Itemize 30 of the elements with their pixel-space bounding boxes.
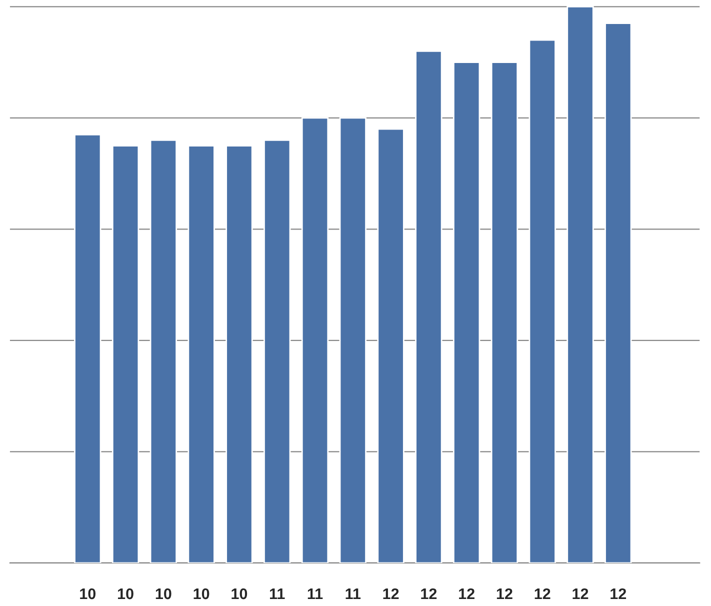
- x-tick-label: 12: [534, 588, 550, 600]
- bar: [188, 145, 215, 563]
- bar: [415, 50, 442, 563]
- x-tick-label: 10: [80, 588, 96, 600]
- bar: [566, 6, 594, 563]
- bar: [74, 134, 102, 563]
- bar: [301, 117, 329, 563]
- x-tick-label: 10: [194, 588, 210, 600]
- x-tick-label: 11: [270, 588, 285, 600]
- x-tick-label: 12: [496, 588, 512, 600]
- bar: [604, 22, 632, 563]
- x-tick-label: 12: [572, 588, 588, 600]
- x-tick-label: 11: [346, 588, 361, 600]
- x-tick-label: 12: [459, 588, 474, 600]
- x-tick-label: 10: [118, 588, 134, 600]
- bar: [490, 62, 518, 563]
- x-tick-label: 12: [610, 588, 626, 600]
- x-tick-label: 12: [383, 588, 399, 600]
- x-tick-label: 12: [421, 588, 437, 600]
- bar: [150, 139, 178, 563]
- bar: [112, 145, 140, 563]
- bar: [377, 128, 404, 563]
- x-tick-label: 10: [232, 588, 248, 600]
- x-tick-label: 10: [156, 588, 172, 600]
- bar: [226, 145, 253, 563]
- bar: [264, 139, 291, 563]
- bar: [528, 39, 556, 563]
- bar: [339, 117, 366, 563]
- bar: [452, 62, 480, 563]
- x-tick-label: 11: [308, 588, 323, 600]
